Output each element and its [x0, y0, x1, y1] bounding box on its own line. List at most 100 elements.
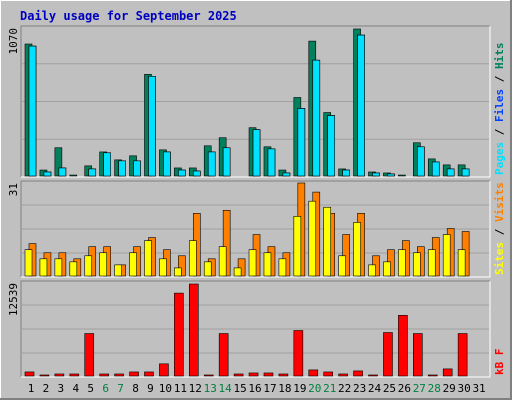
bar [118, 160, 126, 177]
y-tick-label: 12539 [7, 283, 20, 316]
chart-title: Daily usage for September 2025 [20, 9, 237, 23]
bar [69, 261, 78, 277]
bar [148, 76, 156, 177]
x-tick-label: 18 [278, 382, 291, 395]
bar [159, 363, 169, 377]
x-tick-label: 24 [368, 382, 382, 395]
bar [278, 258, 287, 277]
x-tick-label: 30 [458, 382, 471, 395]
bar [237, 258, 246, 277]
bar [233, 373, 244, 377]
bar [69, 174, 78, 177]
panel-border [21, 26, 491, 178]
bar [203, 374, 214, 377]
bar [357, 34, 365, 177]
bar [222, 209, 231, 277]
bar [222, 147, 231, 177]
bar [207, 151, 216, 177]
panel-border [20, 180, 490, 277]
x-tick-label: 25 [383, 382, 396, 395]
panel-border [21, 181, 491, 278]
bar [368, 264, 376, 277]
bar [24, 371, 35, 377]
x-tick-label: 27 [413, 382, 426, 395]
bar [457, 333, 468, 377]
bar [144, 371, 154, 377]
legend-separator: / [493, 122, 506, 142]
bar [178, 255, 186, 277]
y-tick-label: 1070 [7, 28, 20, 55]
bar [431, 161, 440, 177]
x-tick-label: 23 [353, 382, 366, 395]
x-tick-label: 1 [28, 382, 35, 395]
bar [129, 252, 137, 277]
bar [383, 261, 391, 277]
x-tick-label: 21 [323, 382, 336, 395]
bar [263, 372, 274, 377]
bar [383, 332, 393, 377]
panel-border [21, 281, 491, 378]
bar [39, 374, 50, 377]
bar [323, 206, 332, 277]
bar [203, 261, 212, 277]
x-tick-label: 8 [132, 382, 139, 395]
bar [442, 234, 451, 277]
bar [144, 240, 152, 277]
bar [174, 267, 182, 277]
legend-separator: / [493, 69, 506, 89]
bar [413, 333, 423, 377]
bar [293, 216, 302, 277]
bar [218, 246, 227, 277]
bar [457, 249, 466, 277]
bar [353, 370, 363, 377]
bar [114, 264, 122, 277]
bar [312, 59, 321, 177]
bar [88, 168, 97, 177]
bar [398, 315, 408, 377]
bar [297, 108, 306, 177]
bar [54, 373, 65, 377]
bar [308, 369, 319, 377]
bar [43, 171, 52, 177]
x-tick-label: 10 [159, 382, 172, 395]
bar [308, 200, 317, 277]
panel-border [20, 25, 490, 177]
x-tick-label: 29 [443, 382, 456, 395]
legend: Sites / Visits [493, 182, 506, 275]
bar [353, 222, 361, 277]
bar [233, 267, 242, 277]
x-tick-label: 7 [117, 382, 124, 395]
bar [163, 151, 171, 177]
bar [84, 255, 93, 277]
bar [461, 168, 470, 177]
bar [248, 372, 259, 377]
bar [338, 255, 346, 277]
legend: kB F [493, 349, 506, 376]
bar [338, 373, 348, 377]
bar [327, 115, 336, 177]
bar [263, 252, 272, 277]
x-tick-label: 13 [204, 382, 217, 395]
bar [442, 368, 453, 377]
bar [84, 333, 95, 377]
bar [218, 333, 229, 377]
legend: Pages / Files / Hits [493, 43, 506, 176]
bar [103, 152, 111, 177]
x-tick-label: 14 [219, 382, 233, 395]
x-tick-label: 5 [87, 382, 94, 395]
bar [342, 234, 350, 277]
bar [178, 169, 186, 177]
panel-border [20, 280, 490, 377]
bar [398, 174, 406, 177]
x-tick-label: 22 [338, 382, 351, 395]
x-tick-label: 17 [263, 382, 276, 395]
bar [114, 373, 124, 377]
bar [54, 258, 63, 277]
bar [99, 252, 107, 277]
bar [54, 147, 63, 177]
bar [427, 249, 436, 277]
bar [427, 374, 438, 377]
bar [252, 129, 261, 177]
